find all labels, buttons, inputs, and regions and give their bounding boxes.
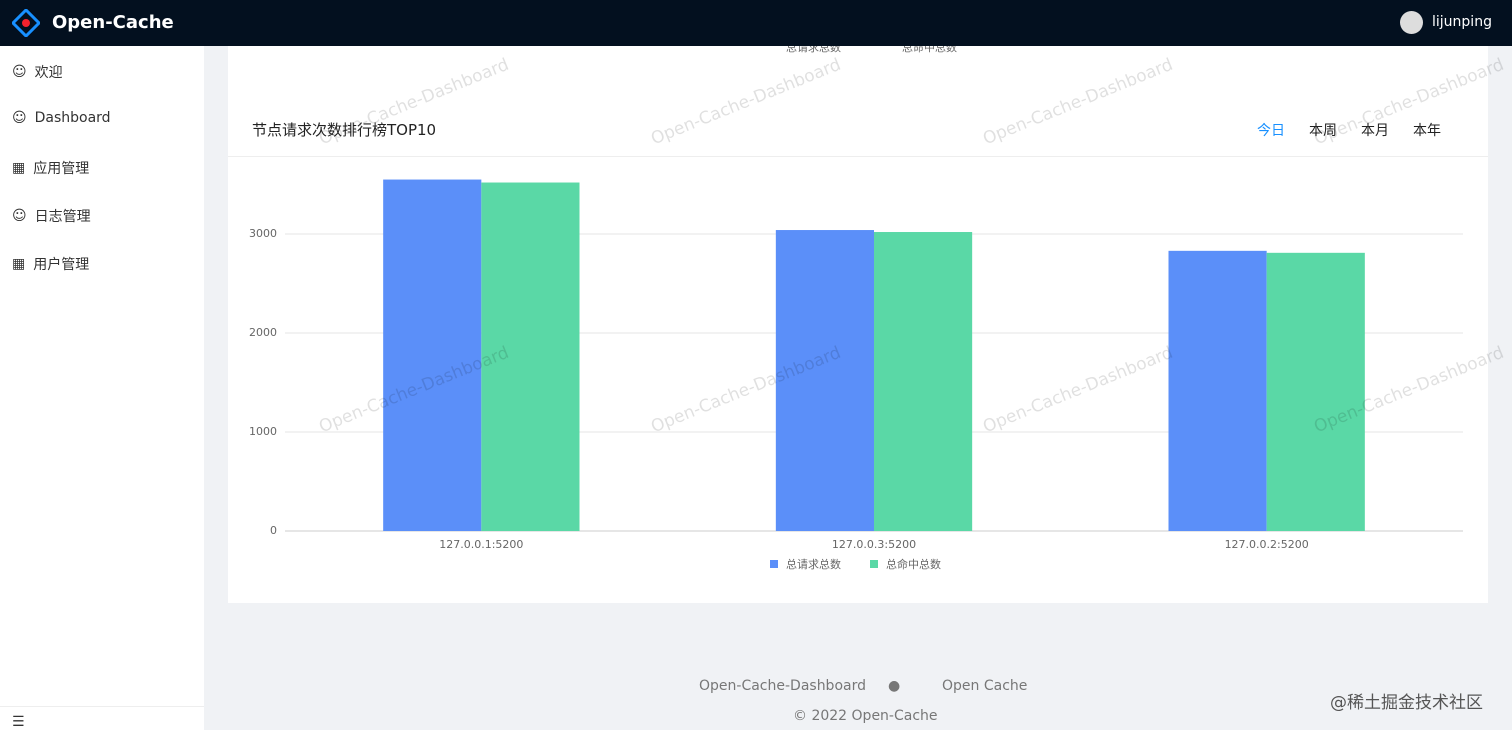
menu-item[interactable]: ▦ 应用管理 xyxy=(12,158,89,178)
legend-swatch xyxy=(770,560,778,568)
menu-label: 用户管理 xyxy=(33,257,90,273)
bar xyxy=(1168,250,1267,531)
card-title: 节点请求次数排行榜TOP10 xyxy=(252,121,437,139)
copyright-text: 2022 Open-Cache xyxy=(811,708,938,724)
tab[interactable]: 本周 xyxy=(1309,123,1337,139)
bar xyxy=(481,182,580,531)
watermark: Open-Cache-Dashboard xyxy=(1311,55,1507,150)
source-mark: @稀土掘金技术社区 xyxy=(1330,693,1483,713)
collapse-button[interactable]: ☰ xyxy=(12,714,25,730)
x-tick-label: 127.0.0.2:5200 xyxy=(1225,538,1309,551)
tab[interactable]: 今日 xyxy=(1257,123,1285,139)
copyright: © 2022 Open-Cache xyxy=(793,708,938,724)
bar xyxy=(1266,252,1365,531)
watermark: Open-Cache-Dashboard xyxy=(316,55,512,150)
x-tick-label: 127.0.0.1:5200 xyxy=(439,538,523,551)
avatar[interactable] xyxy=(1400,11,1423,34)
sidebar: ☺ 欢迎 ☺ Dashboard ▦ 应用管理 ☺ 日志管理 ▦ 用户管理 ☰ xyxy=(0,46,204,730)
user-name[interactable]: lijunping xyxy=(1432,14,1492,30)
copyright-icon: © xyxy=(793,708,807,724)
header: Open-Cache lijunping xyxy=(0,0,1512,46)
menu-item[interactable]: ☺ 日志管理 xyxy=(12,206,91,226)
menu-item[interactable]: ☺ Dashboard xyxy=(12,110,111,126)
logo-icon xyxy=(12,9,40,37)
y-tick-label: 0 xyxy=(270,524,277,537)
y-tick-label: 3000 xyxy=(249,227,277,240)
menu-label: 欢迎 xyxy=(34,65,63,81)
icon: ▦ xyxy=(12,256,26,272)
icon: ☺ xyxy=(12,64,27,80)
legend-label: 总请求总数 xyxy=(786,557,841,571)
menu-label: 日志管理 xyxy=(34,209,91,225)
tab[interactable]: 本月 xyxy=(1361,123,1389,139)
tab[interactable]: 本年 xyxy=(1413,123,1441,139)
y-tick-label: 1000 xyxy=(249,425,277,438)
menu-item[interactable]: ▦ 用户管理 xyxy=(12,254,89,274)
bar xyxy=(383,179,482,532)
github-icon[interactable]: ● xyxy=(888,678,901,694)
icon: ☺ xyxy=(12,208,27,224)
legend-label: 总命中总数 xyxy=(886,557,941,571)
y-tick-label: 2000 xyxy=(249,326,277,339)
watermark: Open-Cache-Dashboard xyxy=(980,343,1176,438)
icon: ▦ xyxy=(12,160,26,176)
menu-item[interactable]: ☺ 欢迎 xyxy=(12,62,63,82)
bar xyxy=(874,232,973,531)
menu-label: Dashboard xyxy=(34,110,111,126)
watermark: Open-Cache-Dashboard xyxy=(648,55,844,150)
x-tick-label: 127.0.0.3:5200 xyxy=(832,538,916,551)
footer-link[interactable]: Open Cache xyxy=(942,678,1028,694)
footer-link[interactable]: Open-Cache-Dashboard xyxy=(699,678,866,694)
icon: ☺ xyxy=(12,110,27,126)
watermark: Open-Cache-Dashboard xyxy=(980,55,1176,150)
bar xyxy=(775,230,874,532)
logo: Open-Cache xyxy=(52,12,174,33)
sidebar-divider xyxy=(0,706,204,707)
divider xyxy=(228,156,1488,157)
menu-label: 应用管理 xyxy=(33,161,90,177)
legend-swatch xyxy=(870,560,878,568)
